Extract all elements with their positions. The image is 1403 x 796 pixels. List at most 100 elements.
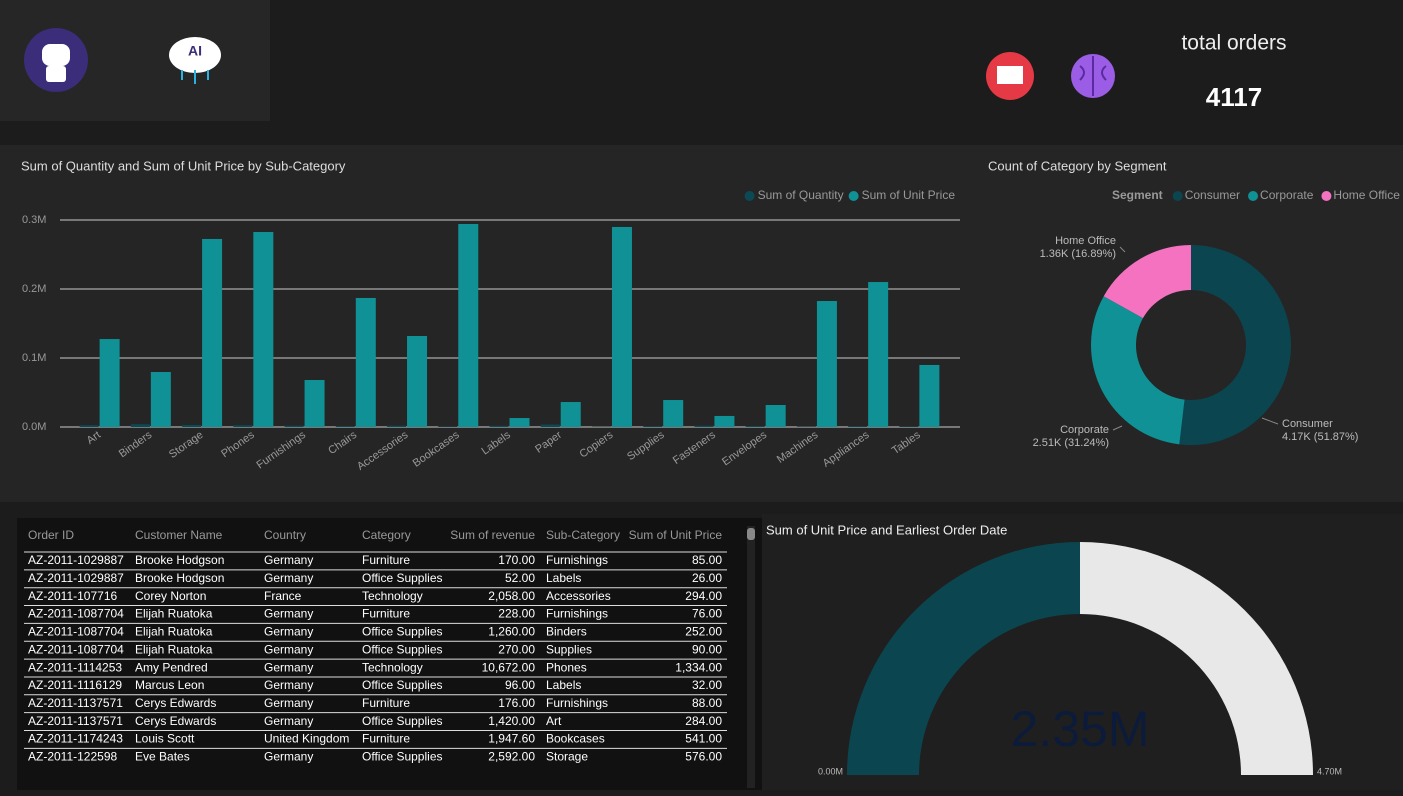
table-cell: 85.00 — [692, 553, 722, 567]
leader-line — [1119, 246, 1126, 253]
robot-body — [46, 66, 66, 82]
bar — [182, 424, 202, 427]
table-cell: 76.00 — [692, 607, 722, 621]
bar — [489, 425, 509, 427]
table-cell: Labels — [546, 571, 581, 585]
slice-value-label: 1.36K (16.89%) — [1040, 248, 1116, 260]
column-header: Sub-Category — [546, 528, 620, 542]
donut-title: Count of Category by Segment — [988, 158, 1167, 173]
column-header: Sum of revenue — [450, 528, 535, 542]
table-cell: Office Supplies — [362, 714, 443, 728]
table-cell: Brooke Hodgson — [135, 553, 224, 567]
legend-label: Sum of Quantity — [758, 188, 844, 202]
bar — [304, 380, 325, 427]
table-cell: 1,947.60 — [488, 732, 535, 746]
gauge-value — [847, 542, 1080, 775]
leader-line — [1261, 417, 1279, 425]
bar — [765, 404, 786, 427]
bar — [868, 282, 889, 427]
ai-icon-text: AI — [188, 43, 202, 59]
table-cell: France — [264, 589, 302, 603]
table-cell: Elijah Ruatoka — [135, 607, 213, 621]
table-cell: Art — [546, 714, 562, 728]
table-cell: AZ-2011-1137571 — [28, 696, 123, 710]
presentation-board — [997, 66, 1023, 84]
bar — [643, 426, 663, 427]
y-tick-label: 0.2M — [22, 283, 46, 295]
bar-title: Sum of Quantity and Sum of Unit Price by… — [21, 158, 346, 173]
donut-slice — [1179, 245, 1291, 445]
table-cell: AZ-2011-1114253 — [28, 660, 122, 674]
column-header: Sum of Unit Price — [629, 528, 723, 542]
bar — [150, 372, 171, 427]
table-cell: 576.00 — [685, 750, 722, 764]
table-cell: Germany — [264, 696, 313, 710]
gauge-range-label: 4.70M — [1317, 766, 1342, 776]
table-cell: 26.00 — [692, 571, 722, 585]
table-cell: Germany — [264, 571, 313, 585]
table-cell: 1,260.00 — [488, 625, 535, 639]
table-cell: Germany — [264, 642, 313, 656]
table-cell: 90.00 — [692, 642, 722, 656]
table-cell: Germany — [264, 625, 313, 639]
table-cell: Germany — [264, 714, 313, 728]
table-cell: Marcus Leon — [135, 678, 204, 692]
table-cell: Bookcases — [546, 732, 605, 746]
table-cell: Brooke Hodgson — [135, 571, 224, 585]
table-cell: 96.00 — [505, 678, 535, 692]
table-cell: Office Supplies — [362, 750, 443, 764]
bar — [694, 425, 714, 427]
ai-circuit — [181, 70, 209, 84]
bar — [919, 364, 940, 427]
table-cell: 270.00 — [498, 642, 535, 656]
table-cell: AZ-2011-107716 — [28, 589, 118, 603]
y-tick-label: 0.1M — [22, 352, 46, 364]
table-cell: AZ-2011-1174243 — [28, 732, 123, 746]
table-cell: AZ-2011-122598 — [28, 750, 118, 764]
table-cell: 2,058.00 — [488, 589, 535, 603]
table-cell: 294.00 — [685, 589, 722, 603]
kpi-value: 4117 — [1206, 82, 1262, 112]
table-cell: Office Supplies — [362, 642, 443, 656]
legend-swatch — [1172, 191, 1183, 201]
bar — [509, 418, 530, 427]
table-cell: Furniture — [362, 553, 410, 567]
table-cell: Cerys Edwards — [135, 714, 216, 728]
bar — [560, 402, 581, 427]
table-cell: AZ-2011-1137571 — [28, 714, 123, 728]
legend-label: Sum of Unit Price — [862, 188, 956, 202]
table-cell: Furniture — [362, 696, 410, 710]
legend-label: Consumer — [1185, 188, 1240, 202]
gauge-track — [1080, 542, 1313, 775]
table-cell: Labels — [546, 678, 581, 692]
table-cell: Supplies — [546, 642, 592, 656]
table-cell: Furniture — [362, 607, 410, 621]
scroll-thumb[interactable] — [747, 528, 755, 540]
brain-lines — [1079, 56, 1107, 96]
column-header: Order ID — [28, 528, 74, 542]
bar — [335, 425, 355, 427]
bar — [407, 335, 428, 427]
table-cell: Accessories — [546, 589, 611, 603]
bar — [816, 301, 837, 427]
table-cell: AZ-2011-1087704 — [28, 642, 124, 656]
scroll-track[interactable] — [747, 526, 755, 788]
slice-label: Home Office — [1055, 235, 1116, 247]
bar — [99, 339, 120, 427]
bar — [387, 425, 407, 427]
legend-swatch — [848, 191, 859, 201]
table-cell: Elijah Ruatoka — [135, 625, 213, 639]
table-cell: AZ-2011-1116129 — [28, 678, 122, 692]
gauge-value-label: 2.35M — [1011, 701, 1150, 757]
table-cell: 176.00 — [498, 696, 535, 710]
table-cell: 88.00 — [692, 696, 722, 710]
bar — [611, 226, 632, 427]
table-cell: AZ-2011-1087704 — [28, 607, 124, 621]
column-header: Country — [264, 528, 306, 542]
table-cell: 2,592.00 — [488, 750, 535, 764]
donut-slice — [1091, 296, 1185, 445]
table-cell: Office Supplies — [362, 625, 443, 639]
table-cell: AZ-2011-1029887 — [28, 571, 124, 585]
